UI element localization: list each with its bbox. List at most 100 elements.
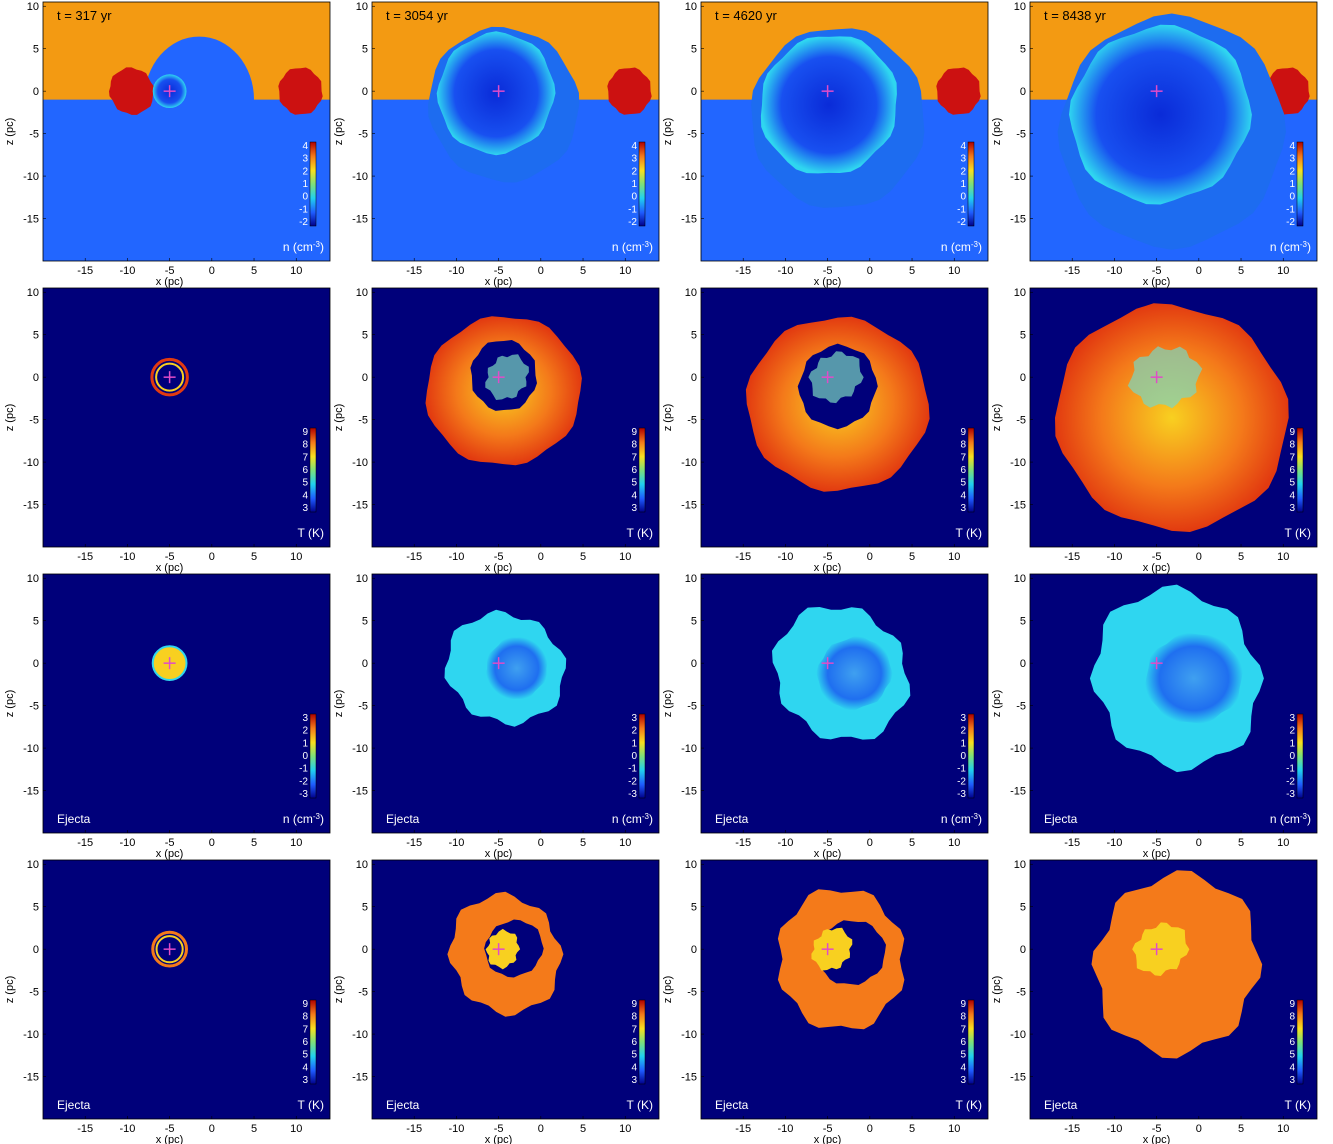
time-label: t = 3054 yr xyxy=(386,8,448,23)
plot-frame xyxy=(42,1,331,262)
y-tick-label: -5 xyxy=(687,701,697,713)
y-tick-label: 0 xyxy=(1020,372,1026,384)
colorbar-tick-label: 9 xyxy=(1289,427,1295,438)
colorbar-tick-label: -3 xyxy=(628,789,637,800)
colorbar-tick-label: 3 xyxy=(631,713,637,724)
field-map xyxy=(43,288,330,547)
x-tick-label: -5 xyxy=(1152,265,1162,277)
y-tick-label: 10 xyxy=(27,1,39,13)
colorbar-tick-label: 3 xyxy=(1289,154,1295,165)
x-axis-label: x (pc) xyxy=(156,1134,184,1144)
y-axis-label: z (pc) xyxy=(333,118,345,146)
colorbar-tick-label: 1 xyxy=(960,179,966,190)
ejecta-label: Ejecta xyxy=(386,1098,420,1112)
y-tick-label: -15 xyxy=(23,500,39,512)
x-axis-label: x (pc) xyxy=(814,1134,842,1144)
y-tick-label: -5 xyxy=(29,987,39,999)
colorbar-label: T (K) xyxy=(1285,1098,1311,1112)
colorbar xyxy=(1296,713,1304,799)
dense-clump xyxy=(109,67,155,115)
colorbar-tick-label: -1 xyxy=(628,204,637,215)
y-tick-label: -10 xyxy=(1010,171,1026,183)
ejecta-label: Ejecta xyxy=(386,812,420,826)
colorbar-tick-label: 3 xyxy=(302,713,308,724)
y-tick-label: -10 xyxy=(1010,743,1026,755)
y-tick-label: -5 xyxy=(1016,129,1026,141)
y-tick-label: 10 xyxy=(1014,573,1026,585)
x-axis-label: x (pc) xyxy=(156,848,184,860)
y-tick-label: -15 xyxy=(1010,500,1026,512)
y-tick-label: 5 xyxy=(691,902,697,914)
x-tick-label: -5 xyxy=(1152,837,1162,849)
colorbar-label: n (cm-3) xyxy=(941,812,982,826)
x-axis-label: x (pc) xyxy=(1143,848,1171,860)
y-tick-label: -10 xyxy=(352,743,368,755)
field-map xyxy=(43,2,330,261)
x-tick-label: -10 xyxy=(448,265,464,277)
remnant-ring-inner xyxy=(155,362,185,392)
colorbar-tick-label: 5 xyxy=(631,478,637,489)
ejecta-label: Ejecta xyxy=(57,1098,91,1112)
colorbar xyxy=(309,999,317,1085)
panel-r4-c4: -15 -10 -5 0 5 10 x (pc) 10 5 0 -5 -10 -15 z (pc) Ejec… xyxy=(987,858,1318,1144)
y-tick-label: 0 xyxy=(33,944,39,956)
y-tick-label: -5 xyxy=(687,987,697,999)
y-tick-label: 10 xyxy=(685,1,697,13)
colorbar xyxy=(967,713,975,799)
colorbar-tick-label: 3 xyxy=(960,713,966,724)
colorbar xyxy=(1296,999,1304,1085)
cool-filament xyxy=(808,351,864,404)
colorbar-tick-label: 3 xyxy=(631,503,637,514)
remnant-interior xyxy=(760,36,897,174)
colorbar xyxy=(967,999,975,1085)
x-axis-label: x (pc) xyxy=(1143,562,1171,574)
panel-r3-c3: -15 -10 -5 0 5 10 x (pc) 10 5 0 -5 -10 -15 z (pc) Ejec… xyxy=(658,572,989,860)
x-axis-label: x (pc) xyxy=(485,848,513,860)
colorbar-tick-label: 7 xyxy=(960,452,966,463)
colorbar-tick-label: 4 xyxy=(631,141,637,152)
colorbar-tick-label: 3 xyxy=(631,1075,637,1086)
y-tick-label: -15 xyxy=(1010,786,1026,798)
colorbar-tick-label: -2 xyxy=(628,776,637,787)
y-tick-label: 10 xyxy=(356,1,368,13)
colorbar-tick-label: 5 xyxy=(1289,478,1295,489)
x-tick-label: -5 xyxy=(494,837,504,849)
y-tick-label: 10 xyxy=(685,859,697,871)
colorbar-tick-label: -1 xyxy=(628,764,637,775)
x-tick-label: 0 xyxy=(1196,837,1202,849)
panel-r4-c2: -15 -10 -5 0 5 10 x (pc) 10 5 0 -5 -10 -15 z (pc) Ejec… xyxy=(329,858,660,1144)
explosion-center-marker xyxy=(1150,85,1163,98)
plot-frame xyxy=(371,573,660,834)
colorbar-tick-label: 2 xyxy=(1289,726,1295,737)
explosion-center-marker xyxy=(163,85,176,98)
colorbar-tick-label: 4 xyxy=(302,141,308,152)
colorbar-tick-label: 8 xyxy=(960,1012,966,1023)
plot-frame xyxy=(1029,573,1318,834)
colorbar xyxy=(309,427,317,513)
x-axis-label: x (pc) xyxy=(1143,276,1171,288)
plot-frame xyxy=(700,859,989,1120)
ejecta-ring xyxy=(151,930,188,968)
x-tick-label: 10 xyxy=(1277,837,1289,849)
y-tick-label: 5 xyxy=(1020,902,1026,914)
field-map xyxy=(701,574,988,833)
x-tick-label: -10 xyxy=(777,1123,793,1135)
x-tick-label: 0 xyxy=(209,837,215,849)
x-tick-label: -15 xyxy=(406,265,422,277)
colorbar-tick-label: 5 xyxy=(1289,1050,1295,1061)
panel-r1-c1: -15 -10 -5 0 5 10 x (pc) 10 5 0 -5 -10 -15 z (pc) t = … xyxy=(0,0,331,288)
colorbar-tick-label: 8 xyxy=(631,1012,637,1023)
colorbar-tick-label: 2 xyxy=(960,726,966,737)
colorbar xyxy=(309,141,317,227)
colorbar-label: T (K) xyxy=(956,526,982,540)
colorbar-tick-label: 2 xyxy=(631,166,637,177)
x-tick-label: -10 xyxy=(1106,837,1122,849)
y-tick-label: 0 xyxy=(362,86,368,98)
colorbar-tick-label: 7 xyxy=(302,1024,308,1035)
x-tick-label: 0 xyxy=(867,265,873,277)
y-tick-label: -15 xyxy=(352,500,368,512)
